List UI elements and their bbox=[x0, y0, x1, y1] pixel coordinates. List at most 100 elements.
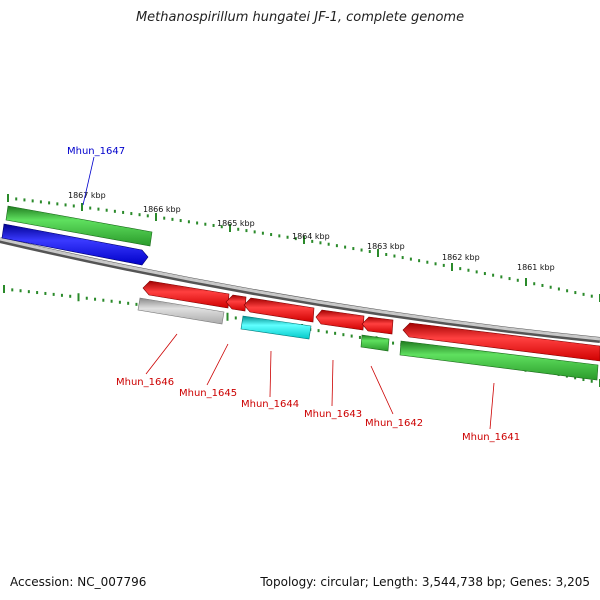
scale-minor-tick bbox=[335, 244, 338, 248]
scale-minor-tick bbox=[187, 220, 190, 224]
scale-minor-tick bbox=[549, 285, 552, 289]
kbp-label: 1861 kbp bbox=[517, 263, 555, 272]
forward-strand-band bbox=[5, 205, 153, 247]
scale-minor-tick bbox=[135, 302, 138, 306]
scale-minor-tick bbox=[393, 254, 396, 258]
scale-minor-tick bbox=[48, 201, 51, 205]
scale-minor-tick bbox=[102, 298, 105, 302]
gene-mhun-1642[interactable] bbox=[361, 316, 394, 335]
scale-minor-tick bbox=[459, 267, 462, 271]
scale-minor-tick bbox=[220, 225, 223, 229]
scale-minor-tick bbox=[475, 270, 478, 274]
scale-minor-tick bbox=[97, 207, 100, 211]
scale-minor-tick bbox=[590, 379, 593, 383]
scale-major-tick bbox=[7, 194, 9, 202]
scale-major-tick bbox=[81, 203, 83, 211]
scale-minor-tick bbox=[492, 273, 495, 277]
scale-minor-tick bbox=[237, 227, 240, 231]
scale-minor-tick bbox=[352, 247, 355, 251]
scale-minor-tick bbox=[350, 334, 353, 338]
scale-minor-tick bbox=[60, 293, 63, 297]
gene-mhun-1646[interactable] bbox=[142, 280, 230, 309]
scale-minor-tick bbox=[212, 223, 215, 227]
scale-major-tick bbox=[451, 263, 453, 271]
scale-minor-tick bbox=[105, 208, 108, 212]
gene-label: Mhun_1644 bbox=[241, 399, 299, 410]
kbp-label: 1862 kbp bbox=[442, 253, 480, 262]
scale-minor-tick bbox=[467, 268, 470, 272]
scale-minor-tick bbox=[234, 316, 237, 320]
topology-text: Topology: circular; Length: 3,544,738 bp… bbox=[260, 575, 590, 589]
gene-mhun-1647[interactable] bbox=[1, 223, 149, 266]
gene-label: Mhun_1645 bbox=[179, 388, 237, 399]
scale-minor-tick bbox=[483, 272, 486, 276]
gene-label: Mhun_1641 bbox=[462, 432, 520, 443]
scale-minor-tick bbox=[574, 291, 577, 295]
upper-scale-ring bbox=[7, 194, 600, 302]
scale-minor-tick bbox=[72, 204, 75, 208]
gene-mhun-1641[interactable] bbox=[402, 322, 600, 362]
scale-minor-tick bbox=[533, 282, 536, 286]
inner-gene-cyan[interactable] bbox=[240, 315, 312, 340]
gene-mhun-1643[interactable] bbox=[315, 309, 365, 331]
scale-minor-tick bbox=[582, 378, 585, 382]
scale-minor-tick bbox=[245, 229, 248, 233]
scale-minor-tick bbox=[113, 209, 116, 213]
scale-minor-tick bbox=[360, 248, 363, 252]
kbp-label: 1867 kbp bbox=[68, 191, 106, 200]
scale-minor-tick bbox=[294, 237, 297, 241]
kbp-label: 1865 kbp bbox=[217, 219, 255, 228]
scale-major-tick bbox=[377, 249, 379, 257]
scale-major-tick bbox=[77, 293, 80, 302]
scale-minor-tick bbox=[319, 241, 322, 245]
scale-minor-tick bbox=[368, 250, 371, 254]
scale-minor-tick bbox=[52, 292, 55, 296]
scale-minor-tick bbox=[385, 253, 388, 257]
scale-minor-tick bbox=[253, 230, 256, 234]
scale-minor-tick bbox=[409, 257, 412, 261]
scale-minor-tick bbox=[19, 289, 22, 293]
gene-label: Mhun_1647 bbox=[67, 146, 125, 157]
gene-label: Mhun_1646 bbox=[116, 377, 174, 388]
scale-minor-tick bbox=[64, 203, 67, 207]
scale-minor-tick bbox=[163, 216, 166, 220]
scale-minor-tick bbox=[261, 231, 264, 235]
gene-mhun-1644[interactable] bbox=[243, 297, 315, 323]
scale-minor-tick bbox=[110, 299, 113, 303]
scale-minor-tick bbox=[557, 287, 560, 291]
gene-label: Mhun_1643 bbox=[304, 409, 362, 420]
scale-minor-tick bbox=[566, 289, 569, 293]
reverse-strand-band bbox=[360, 334, 599, 381]
scale-minor-tick bbox=[317, 329, 320, 333]
accession-text: Accession: NC_007796 bbox=[10, 575, 147, 589]
scale-minor-tick bbox=[286, 235, 289, 239]
scale-minor-tick bbox=[146, 214, 149, 218]
scale-minor-tick bbox=[122, 210, 125, 214]
scale-minor-tick bbox=[171, 217, 174, 221]
inner-gene-gray[interactable] bbox=[137, 297, 225, 325]
scale-minor-tick bbox=[327, 242, 330, 246]
scale-minor-tick bbox=[127, 301, 130, 305]
scale-minor-tick bbox=[130, 212, 133, 216]
scale-minor-tick bbox=[15, 197, 18, 201]
scale-minor-tick bbox=[442, 263, 445, 267]
scale-minor-tick bbox=[138, 213, 141, 217]
kbp-label: 1866 kbp bbox=[143, 205, 181, 214]
scale-minor-tick bbox=[56, 202, 59, 206]
scale-minor-tick bbox=[278, 234, 281, 238]
scale-minor-tick bbox=[574, 376, 577, 380]
scale-minor-tick bbox=[85, 296, 88, 300]
gene-mhun-1645[interactable] bbox=[225, 294, 247, 312]
scale-minor-tick bbox=[94, 297, 97, 301]
scale-minor-tick bbox=[344, 245, 347, 249]
scale-minor-tick bbox=[23, 198, 26, 202]
backbone bbox=[0, 237, 600, 343]
scale-minor-tick bbox=[582, 292, 585, 296]
scale-major-tick bbox=[229, 224, 231, 232]
kbp-label: 1863 kbp bbox=[367, 242, 405, 251]
leader-lines bbox=[82, 156, 495, 430]
scale-minor-tick bbox=[508, 277, 511, 281]
scale-minor-tick bbox=[69, 294, 72, 298]
scale-minor-tick bbox=[118, 300, 121, 304]
